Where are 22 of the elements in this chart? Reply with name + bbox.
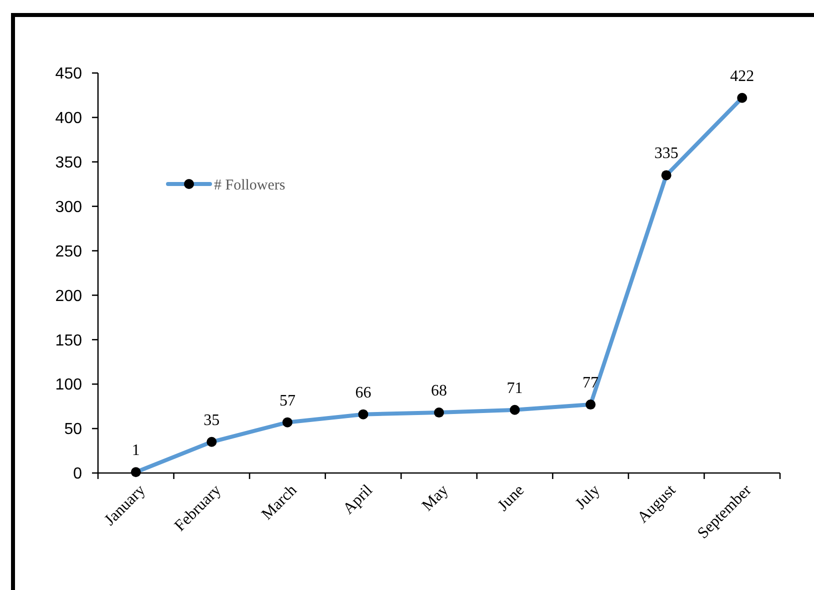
y-tick-label: 350 (55, 154, 82, 172)
y-tick-label: 250 (55, 243, 82, 260)
y-tick-label: 0 (73, 466, 82, 483)
y-tick-label: 450 (55, 66, 82, 83)
y-tick-label: 100 (55, 376, 82, 394)
data-label: 71 (506, 380, 523, 397)
y-tick-label: 300 (55, 198, 82, 216)
data-label: 35 (204, 412, 220, 429)
y-tick-label: 400 (55, 110, 82, 128)
y-tick-label: 50 (64, 421, 82, 438)
x-tick-label: June (494, 482, 528, 515)
data-label: 422 (730, 68, 754, 85)
data-label: 57 (279, 392, 296, 410)
x-tick-label: May (419, 482, 452, 515)
data-label: 66 (355, 384, 372, 402)
y-tick-label: 150 (55, 332, 82, 350)
data-label: 335 (654, 145, 678, 162)
y-tick-label: 200 (55, 288, 82, 305)
x-tick-label: July (572, 482, 604, 513)
data-label: 1 (132, 442, 140, 460)
data-label: 68 (431, 382, 447, 400)
legend-label: # Followers (214, 177, 286, 194)
